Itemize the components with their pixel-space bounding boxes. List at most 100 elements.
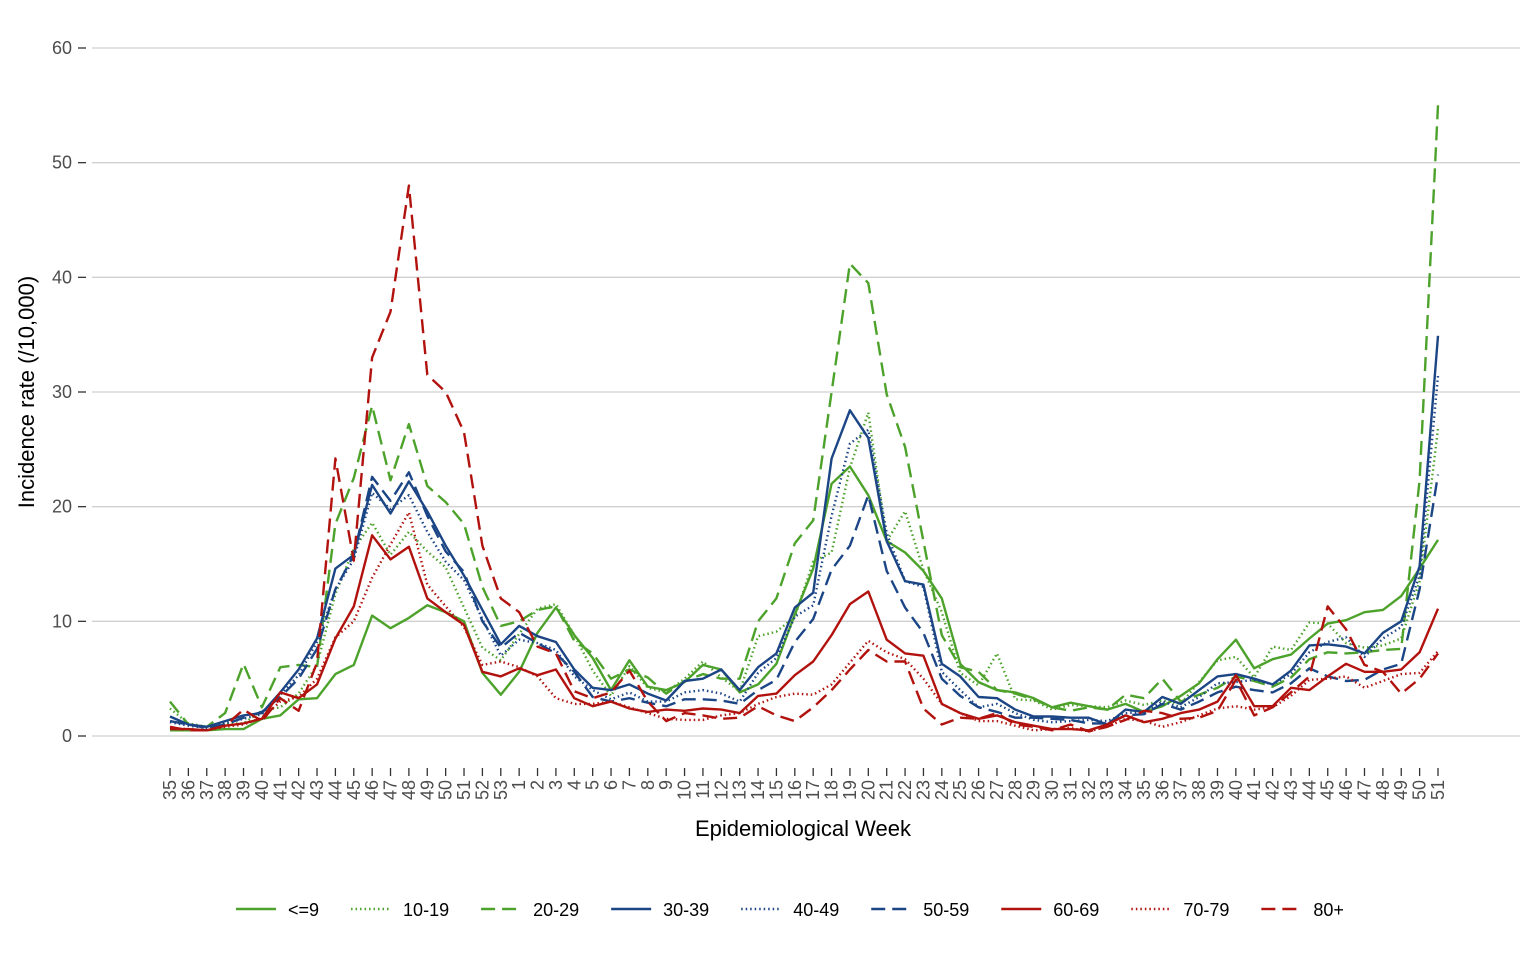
x-tick-label: 2 <box>528 780 548 790</box>
x-tick-label: 12 <box>711 780 731 800</box>
x-tick-label: 4 <box>564 780 584 790</box>
x-tick-label: 7 <box>619 780 639 790</box>
x-tick-label: 37 <box>1171 780 1191 800</box>
legend: <=9 10-19 20-29 30-39 40-49 50-59 60-69 70-79 80… <box>236 900 1344 920</box>
x-tick-label: 38 <box>215 780 235 800</box>
series-lines <box>169 105 1440 733</box>
x-tick-label: 49 <box>417 780 437 800</box>
x-tick-label: 34 <box>1116 780 1136 800</box>
x-tick-label: 20 <box>858 780 878 800</box>
x-tick-label: 28 <box>1005 780 1025 800</box>
x-axis-title: Epidemiological Week <box>695 816 912 841</box>
x-tick-label: 3 <box>546 780 566 790</box>
series-line <box>169 335 1440 728</box>
gridlines <box>92 47 1520 737</box>
x-axis: 3536373839404142434445464748495051525312… <box>160 768 1448 800</box>
x-tick-label: 41 <box>1244 780 1264 800</box>
x-tick-label: 32 <box>1079 780 1099 800</box>
x-tick-label: 23 <box>913 780 933 800</box>
x-tick-label: 13 <box>730 780 750 800</box>
series-line <box>170 534 1440 732</box>
x-tick-label: 36 <box>1152 780 1172 800</box>
x-tick-label: 27 <box>987 780 1007 800</box>
legend-label: 20-29 <box>533 900 579 920</box>
y-axis-title: Incidence rate (/10,000) <box>14 276 39 508</box>
x-tick-label: 17 <box>803 780 823 800</box>
series-line <box>169 105 1440 728</box>
x-tick-label: 50 <box>436 780 456 800</box>
x-tick-label: 52 <box>472 780 492 800</box>
x-tick-label: 45 <box>344 780 364 800</box>
x-tick-label: 21 <box>877 780 897 800</box>
x-tick-label: 11 <box>693 780 713 799</box>
legend-label: <=9 <box>288 900 319 920</box>
legend-label: 50-59 <box>923 900 969 920</box>
x-tick-label: 39 <box>234 780 254 800</box>
x-tick-label: 48 <box>399 780 419 800</box>
x-tick-label: 51 <box>1428 780 1448 800</box>
x-tick-label: 50 <box>1410 780 1430 800</box>
legend-label: 60-69 <box>1053 900 1099 920</box>
x-tick-label: 43 <box>1281 780 1301 800</box>
x-tick-label: 35 <box>160 780 180 800</box>
x-tick-label: 40 <box>252 780 272 800</box>
x-tick-label: 48 <box>1373 780 1393 800</box>
x-tick-label: 42 <box>1263 780 1283 800</box>
x-tick-label: 5 <box>583 780 603 790</box>
x-tick-label: 37 <box>197 780 217 800</box>
x-tick-label: 10 <box>675 780 695 800</box>
x-tick-label: 53 <box>491 780 511 800</box>
y-tick-label: 30 <box>52 382 72 402</box>
y-axis: 0 10 20 30 40 50 60 <box>52 38 86 746</box>
x-tick-label: 25 <box>950 780 970 800</box>
x-tick-label: 15 <box>766 780 786 800</box>
x-tick-label: 36 <box>178 780 198 800</box>
x-tick-label: 47 <box>1354 780 1374 800</box>
legend-label: 80+ <box>1313 900 1344 920</box>
x-tick-label: 46 <box>1336 780 1356 800</box>
x-tick-label: 46 <box>362 780 382 800</box>
x-tick-label: 16 <box>785 780 805 800</box>
y-tick-label: 10 <box>52 611 72 631</box>
y-tick-label: 60 <box>52 38 72 58</box>
x-tick-label: 19 <box>840 780 860 800</box>
x-tick-label: 18 <box>822 780 842 800</box>
x-tick-label: 8 <box>638 780 658 790</box>
y-tick-label: 50 <box>52 153 72 173</box>
x-tick-label: 14 <box>748 780 768 800</box>
x-tick-label: 1 <box>509 780 529 790</box>
x-tick-label: 51 <box>454 780 474 800</box>
x-tick-label: 49 <box>1391 780 1411 800</box>
y-tick-label: 40 <box>52 267 72 287</box>
x-tick-label: 9 <box>656 780 676 790</box>
x-tick-label: 38 <box>1189 780 1209 800</box>
x-tick-label: 24 <box>932 780 952 800</box>
x-tick-label: 44 <box>325 780 345 800</box>
x-tick-label: 39 <box>1207 780 1227 800</box>
series-line <box>169 471 1440 730</box>
x-tick-label: 26 <box>969 780 989 800</box>
series-line <box>169 184 1439 733</box>
x-tick-label: 29 <box>1024 780 1044 800</box>
y-tick-label: 0 <box>62 726 72 746</box>
x-tick-label: 40 <box>1226 780 1246 800</box>
legend-label: 70-79 <box>1183 900 1229 920</box>
x-tick-label: 41 <box>270 780 290 800</box>
x-tick-label: 30 <box>1042 780 1062 800</box>
legend-label: 40-49 <box>793 900 839 920</box>
x-tick-label: 42 <box>289 780 309 800</box>
x-tick-label: 22 <box>895 780 915 800</box>
legend-label: 10-19 <box>403 900 449 920</box>
x-tick-label: 43 <box>307 780 327 800</box>
x-tick-label: 35 <box>1134 780 1154 800</box>
series-line <box>169 375 1440 730</box>
x-tick-label: 6 <box>601 780 621 790</box>
x-tick-label: 33 <box>1097 780 1117 800</box>
x-tick-label: 31 <box>1060 780 1080 800</box>
x-tick-label: 44 <box>1299 780 1319 800</box>
series-line <box>169 411 1440 728</box>
y-tick-label: 20 <box>52 497 72 517</box>
legend-label: 30-39 <box>663 900 709 920</box>
x-tick-label: 47 <box>381 780 401 800</box>
